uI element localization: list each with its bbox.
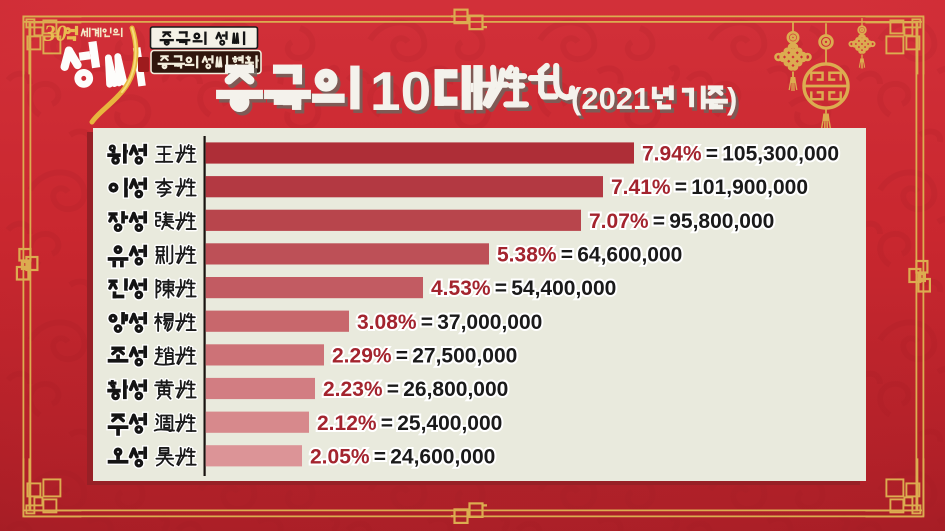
- svg-text:): ): [727, 81, 737, 116]
- svg-text:2.12% = 25,400,000: 2.12% = 25,400,000: [317, 412, 502, 435]
- svg-text:(2021: (2021: [574, 85, 653, 120]
- svg-text:2.05% = 24,600,000: 2.05% = 24,600,000: [310, 445, 495, 468]
- svg-text:7.94% = 105,300,000: 7.94% = 105,300,000: [642, 143, 839, 166]
- svg-text:30: 30: [43, 21, 68, 46]
- svg-text:5.38% = 64,600,000: 5.38% = 64,600,000: [497, 244, 682, 267]
- svg-text:7.07% = 95,800,000: 7.07% = 95,800,000: [589, 210, 774, 233]
- svg-text:10: 10: [373, 64, 434, 126]
- svg-text:2.29% = 27,500,000: 2.29% = 27,500,000: [332, 345, 517, 368]
- svg-text:3.08% = 37,000,000: 3.08% = 37,000,000: [357, 311, 542, 334]
- svg-text:7.41% = 101,900,000: 7.41% = 101,900,000: [611, 176, 808, 199]
- svg-text:10: 10: [370, 60, 431, 122]
- svg-text:4.53% = 54,400,000: 4.53% = 54,400,000: [431, 277, 616, 300]
- svg-text:2.23% = 26,800,000: 2.23% = 26,800,000: [323, 378, 508, 401]
- svg-text:(2021: (2021: [571, 81, 650, 116]
- svg-text:): ): [730, 85, 740, 120]
